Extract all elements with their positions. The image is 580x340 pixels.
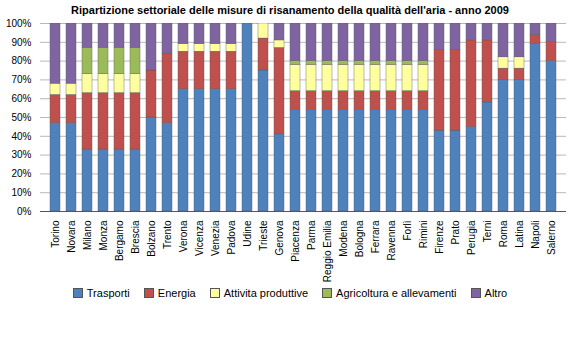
svg-text:Milano: Milano bbox=[82, 220, 93, 250]
svg-text:Piacenza: Piacenza bbox=[290, 220, 301, 262]
svg-text:Monza: Monza bbox=[98, 220, 109, 250]
html-text:Energia: Energia bbox=[157, 287, 196, 299]
svg-text:Venezia: Venezia bbox=[210, 220, 221, 256]
html-text:Agricoltura e allevamenti: Agricoltura e allevamenti bbox=[336, 287, 457, 299]
svg-text:Brescia: Brescia bbox=[130, 220, 141, 254]
svg-text:Vicenza: Vicenza bbox=[194, 220, 205, 256]
svg-text:Rimini: Rimini bbox=[418, 221, 429, 249]
svg-text:Trento: Trento bbox=[162, 220, 173, 249]
svg-text:40%: 40% bbox=[11, 131, 31, 142]
svg-text:60%: 60% bbox=[11, 93, 31, 104]
svg-text:Novara: Novara bbox=[66, 220, 77, 253]
svg-text:70%: 70% bbox=[11, 74, 31, 85]
svg-text:Roma: Roma bbox=[498, 220, 509, 247]
svg-text:Padova: Padova bbox=[226, 220, 237, 254]
svg-text:Latina: Latina bbox=[514, 220, 525, 248]
svg-text:Bologna: Bologna bbox=[354, 220, 365, 257]
svg-text:20%: 20% bbox=[11, 168, 31, 179]
svg-text:Torino: Torino bbox=[50, 220, 61, 248]
svg-text:Ferrara: Ferrara bbox=[370, 220, 381, 253]
svg-text:Trieste: Trieste bbox=[258, 220, 269, 251]
svg-text:90%: 90% bbox=[11, 37, 31, 48]
svg-text:Genova: Genova bbox=[274, 220, 285, 255]
svg-text:10%: 10% bbox=[11, 187, 31, 198]
svg-text:0%: 0% bbox=[17, 206, 32, 217]
svg-text:Terni: Terni bbox=[482, 221, 493, 243]
svg-text:Bolzano: Bolzano bbox=[146, 220, 157, 257]
svg-text:100%: 100% bbox=[6, 18, 32, 29]
svg-text:Ravenna: Ravenna bbox=[386, 220, 397, 260]
svg-text:Salerno: Salerno bbox=[546, 220, 557, 255]
svg-text:30%: 30% bbox=[11, 149, 31, 160]
svg-text:Firenze: Firenze bbox=[434, 220, 445, 254]
svg-text:80%: 80% bbox=[11, 55, 31, 66]
svg-text:Perugia: Perugia bbox=[466, 220, 477, 255]
svg-text:Prato: Prato bbox=[450, 220, 461, 244]
svg-text:Udine: Udine bbox=[242, 220, 253, 247]
svg-text:Verona: Verona bbox=[178, 220, 189, 252]
html-text:Attivita produttive: Attivita produttive bbox=[223, 287, 309, 299]
svg-text:Reggio Emilia: Reggio Emilia bbox=[322, 220, 333, 282]
svg-text:Forlì: Forlì bbox=[402, 220, 413, 240]
svg-text:Bergamo: Bergamo bbox=[114, 220, 125, 261]
svg-text:Napoli: Napoli bbox=[530, 221, 541, 249]
html-text:Ripartizione settoriale delle: Ripartizione settoriale delle misure di … bbox=[71, 4, 509, 16]
svg-text:Parma: Parma bbox=[306, 220, 317, 250]
svg-text:Modena: Modena bbox=[338, 220, 349, 257]
html-text:Trasporti: Trasporti bbox=[86, 287, 130, 299]
html-text:Altro: Altro bbox=[484, 287, 508, 299]
svg-text:50%: 50% bbox=[11, 112, 31, 123]
